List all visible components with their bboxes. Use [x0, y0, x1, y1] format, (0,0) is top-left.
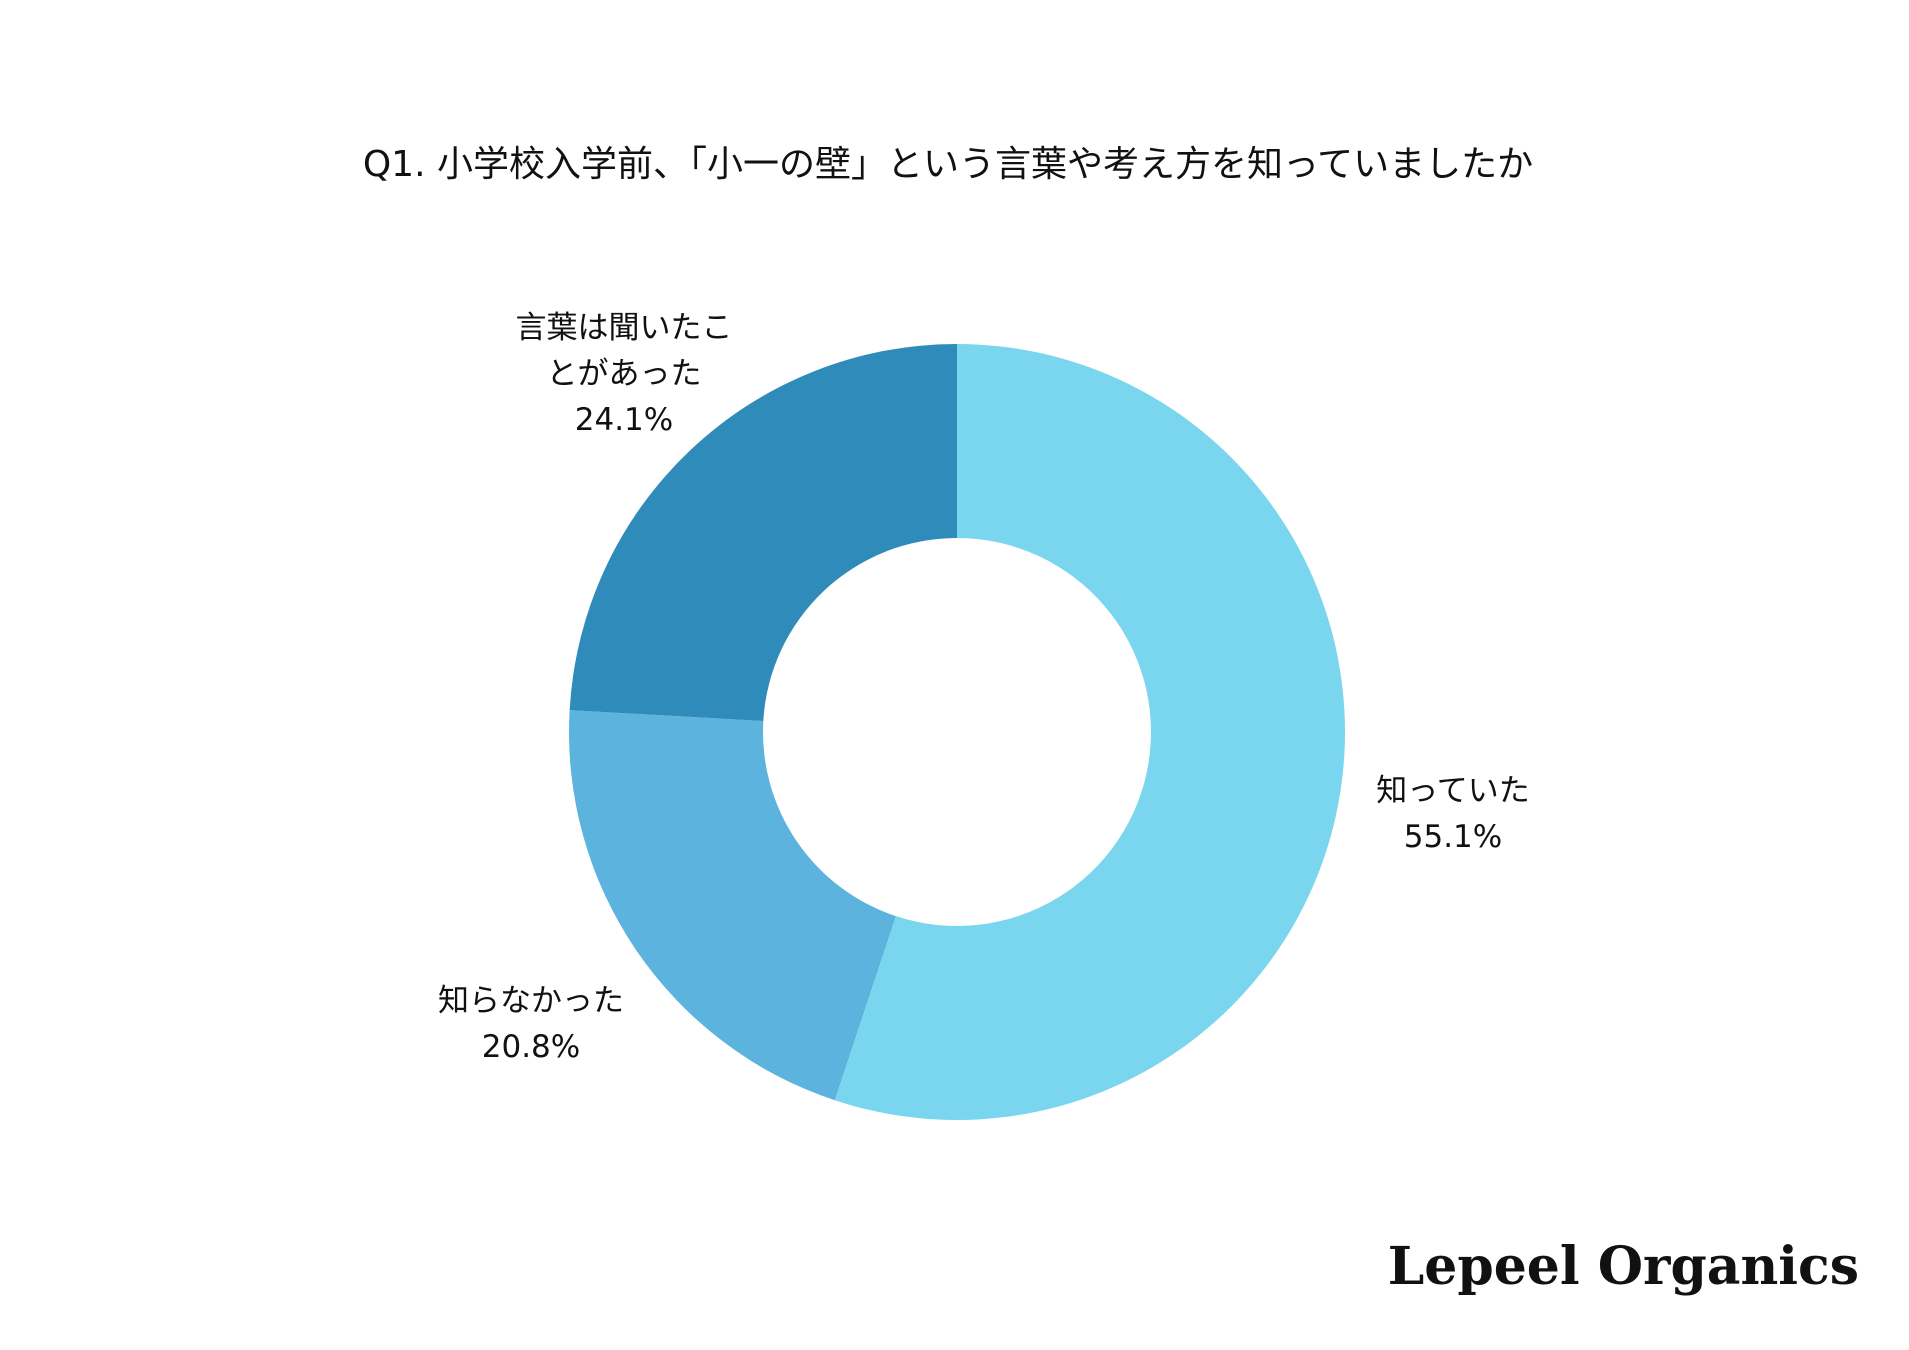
label-heard-line2: とがあった — [546, 356, 702, 392]
label-didnt-know-value: 20.8% — [481, 1029, 581, 1065]
label-heard-value: 24.1% — [574, 402, 674, 438]
label-heard-line1: 言葉は聞いたこ — [515, 310, 733, 346]
label-knew-value: 55.1% — [1403, 819, 1503, 855]
donut-slice-0 — [834, 344, 1346, 1120]
donut-slice-1 — [569, 710, 896, 1101]
label-knew-text: 知っていた — [1376, 773, 1530, 809]
brand-logo: Lepeel Organics — [1387, 1236, 1859, 1297]
chart-title: Q1. 小学校入学前、「小一の壁」という言葉や考え方を知っていましたか — [362, 144, 1534, 185]
label-heard: 言葉は聞いたこ とがあった 24.1% — [516, 305, 733, 443]
donut-slice-2 — [569, 344, 957, 722]
label-didnt-know: 知らなかった 20.8% — [438, 978, 624, 1070]
label-didnt-know-text: 知らなかった — [438, 983, 624, 1019]
label-knew: 知っていた 55.1% — [1376, 768, 1529, 860]
